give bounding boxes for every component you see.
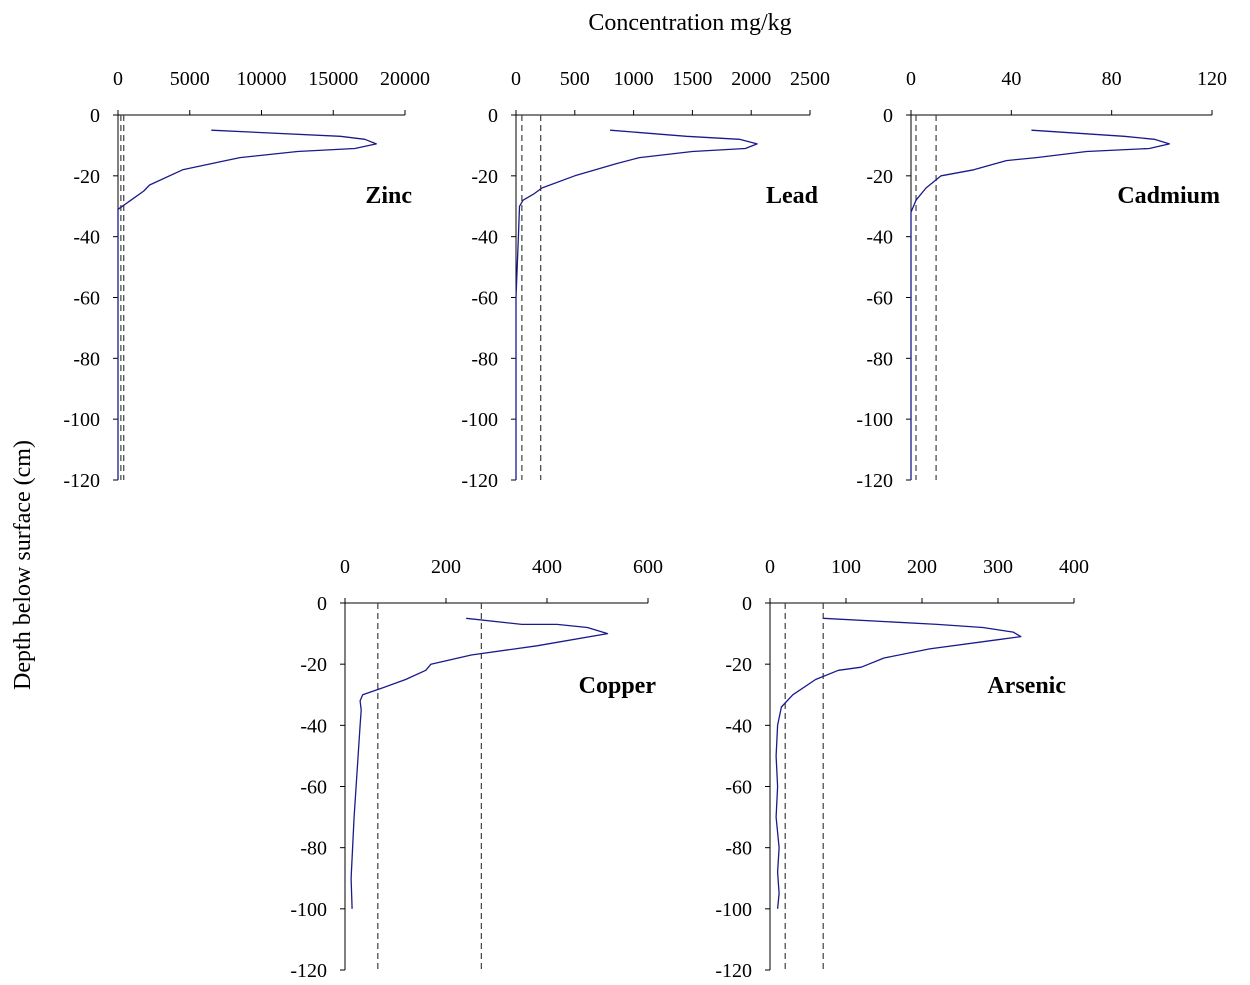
zinc-panel-label: Zinc — [365, 183, 412, 209]
arsenic-y-tick-label: -60 — [725, 777, 752, 799]
cadmium-panel-label: Cadmium — [1117, 183, 1220, 209]
cadmium-x-tick-label: 40 — [1001, 68, 1021, 90]
zinc-y-tick-label: -100 — [63, 409, 100, 431]
lead-panel: 0 500 1000 1500 2000 2500 0 -20 -40 -60 -80 -100 -12… — [461, 68, 830, 492]
copper-y-tick-label: -40 — [300, 715, 327, 737]
arsenic-panel: 0 100 200 300 400 0 -20 -40 -60 -80 -100 -120 Arseni… — [715, 556, 1089, 982]
lead-y-tick-label: -80 — [471, 348, 498, 370]
arsenic-profile-line — [775, 617, 1022, 909]
zinc-x-tick-label: 10000 — [237, 68, 287, 90]
copper-x-tick-label: 200 — [431, 556, 461, 578]
copper-x-tick-label: 400 — [532, 556, 562, 578]
cadmium-y-tick-label: 0 — [883, 105, 893, 127]
lead-y-tick-label: -60 — [471, 288, 498, 310]
arsenic-y-tick-label: -100 — [715, 899, 752, 921]
arsenic-panel-label: Arsenic — [987, 673, 1066, 699]
lead-panel-label: Lead — [766, 183, 819, 209]
panels-group: 0 5000 10000 15000 200000-20-40-60-80-100-12… — [63, 68, 1227, 982]
arsenic-x-tick-label: 400 — [1059, 556, 1089, 578]
zinc-y-tick-label: -40 — [73, 227, 100, 249]
lead-profile-line — [515, 129, 758, 480]
copper-x-tick-label: 600 — [633, 556, 663, 578]
zinc-y-tick-label: -80 — [73, 348, 100, 370]
cadmium-x-tick-label: 80 — [1102, 68, 1122, 90]
arsenic-y-tick-label: -120 — [715, 960, 752, 982]
cadmium-x-tick-label: 120 — [1197, 68, 1227, 90]
arsenic-y-tick-label: -20 — [725, 654, 752, 676]
lead-x-tick-label: 500 — [560, 68, 590, 90]
lead-y-tick-label: -40 — [471, 227, 498, 249]
arsenic-y-tick-label: 0 — [742, 593, 752, 615]
lead-y-tick-label: -120 — [461, 470, 498, 492]
zinc-x-tick-label: 5000 — [170, 68, 210, 90]
zinc-x-tick-label: 20000 — [380, 68, 430, 90]
arsenic-x-tick-label: 100 — [831, 556, 861, 578]
cadmium-y-tick-label: -40 — [866, 227, 893, 249]
copper-y-tick-label: -60 — [300, 777, 327, 799]
lead-x-tick-label: 1000 — [614, 68, 654, 90]
arsenic-x-tick-label: 200 — [907, 556, 937, 578]
copper-y-tick-label: -20 — [300, 654, 327, 676]
cadmium-y-tick-label: -20 — [866, 166, 893, 188]
zinc-y-tick-label: 0 — [90, 105, 100, 127]
zinc-x-tick-label: 0 — [113, 68, 123, 90]
y-axis-title: Depth below surface (cm) — [10, 440, 36, 690]
arsenic-y-tick-label: -80 — [725, 838, 752, 860]
lead-y-tick-label: -20 — [471, 166, 498, 188]
arsenic-x-tick-label: 300 — [983, 556, 1013, 578]
copper-y-tick-label: 0 — [317, 593, 327, 615]
zinc-profile-line — [117, 129, 377, 480]
zinc-panel: 0 5000 10000 15000 20000 0 -20 -40 -60 -80 -100 -12… — [63, 68, 430, 492]
arsenic-x-tick-label: 0 — [765, 556, 775, 578]
cadmium-y-tick-label: -80 — [866, 348, 893, 370]
cadmium-y-tick-label: -120 — [856, 470, 893, 492]
zinc-y-tick-label: -20 — [73, 166, 100, 188]
copper-panel: 0 200 400 600 0 -20 -40 -60 -80 -100 -120 Copper — [290, 556, 663, 982]
copper-x-tick-label: 0 — [340, 556, 350, 578]
cadmium-x-tick-label: 0 — [906, 68, 916, 90]
lead-x-tick-label: 2000 — [731, 68, 771, 90]
cadmium-y-tick-label: -100 — [856, 409, 893, 431]
zinc-y-tick-label: -60 — [73, 288, 100, 310]
cadmium-profile-line — [910, 129, 1171, 480]
zinc-x-tick-label: 15000 — [308, 68, 358, 90]
arsenic-y-tick-label: -40 — [725, 715, 752, 737]
copper-y-tick-label: -80 — [300, 838, 327, 860]
lead-x-tick-label: 2500 — [790, 68, 830, 90]
cadmium-panel: 0 40 80 120 0 -20 -40 -60 -80 -100 -120 Cadmium — [856, 68, 1227, 492]
copper-y-tick-label: -100 — [290, 899, 327, 921]
lead-y-tick-label: 0 — [488, 105, 498, 127]
zinc-y-tick-label: -120 — [63, 470, 100, 492]
x-axis-title: Concentration mg/kg — [588, 10, 791, 36]
copper-y-tick-label: -120 — [290, 960, 327, 982]
lead-x-tick-label: 1500 — [672, 68, 712, 90]
lead-y-tick-label: -100 — [461, 409, 498, 431]
cadmium-y-tick-label: -60 — [866, 288, 893, 310]
copper-panel-label: Copper — [579, 673, 657, 699]
lead-x-tick-label: 0 — [511, 68, 521, 90]
copper-profile-line — [350, 617, 609, 909]
